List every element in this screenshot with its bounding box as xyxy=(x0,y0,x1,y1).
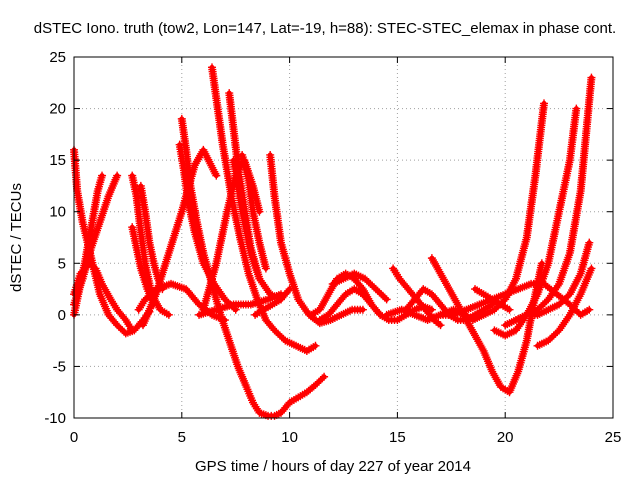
x-tick-label: 10 xyxy=(281,429,298,446)
series-pass-z xyxy=(427,254,546,397)
series-pass-d xyxy=(70,259,137,335)
series-pass-ag xyxy=(533,264,596,350)
y-tick-label: -5 xyxy=(53,358,66,375)
y-tick-label: 0 xyxy=(58,307,66,324)
x-tick-label: 25 xyxy=(605,429,622,446)
series-pass-af xyxy=(511,238,594,325)
series-markers xyxy=(315,285,436,325)
series-pass-ac xyxy=(468,99,549,325)
x-tick-label: 20 xyxy=(497,429,514,446)
y-tick-label: 20 xyxy=(49,101,66,118)
y-tick-label: 10 xyxy=(49,204,66,221)
series-pass-k xyxy=(177,114,294,420)
y-tick-label: -10 xyxy=(44,410,66,427)
series-markers xyxy=(427,254,546,397)
series-markers xyxy=(468,99,549,325)
series-pass-e xyxy=(128,171,173,319)
grid xyxy=(74,57,613,418)
series-markers xyxy=(177,114,294,420)
x-tick-label: 0 xyxy=(70,429,78,446)
y-tick-label: 5 xyxy=(58,255,66,272)
x-tick-label: 15 xyxy=(389,429,406,446)
series-markers xyxy=(328,269,391,304)
series-markers xyxy=(229,156,285,304)
y-tick-label: 15 xyxy=(49,152,66,169)
series-pass-ad xyxy=(490,104,581,340)
series-pass-q xyxy=(238,150,270,273)
series-pass-t xyxy=(251,285,294,319)
series-markers xyxy=(501,73,596,330)
series-markers xyxy=(238,150,270,273)
y-tick-label: 25 xyxy=(49,49,66,66)
series-pass-l xyxy=(285,372,329,407)
series-markers xyxy=(490,104,581,340)
series-pass-ah xyxy=(382,305,471,325)
x-axis-label: GPS time / hours of day 227 of year 2014 xyxy=(195,458,471,475)
series-markers xyxy=(285,372,329,407)
y-axis-label: dSTEC / TECUs xyxy=(8,183,25,292)
axis-ticks: 0 5 10 15 20 25 -10 -5 0 5 10 15 20 25 xyxy=(44,49,621,446)
chart-title: dSTEC Iono. truth (tow2, Lon=147, Lat=-1… xyxy=(34,20,616,37)
series-pass-v xyxy=(315,285,436,325)
series-markers xyxy=(195,290,285,319)
x-tick-label: 5 xyxy=(178,429,186,446)
plot-frame xyxy=(73,56,614,419)
series-pass-w xyxy=(328,269,391,304)
series-pass-s xyxy=(195,290,285,319)
series-markers xyxy=(533,264,596,350)
series-markers xyxy=(382,305,471,325)
series-markers xyxy=(511,238,594,325)
series-markers xyxy=(251,285,294,319)
series-line xyxy=(429,255,545,395)
series-group xyxy=(70,63,596,420)
